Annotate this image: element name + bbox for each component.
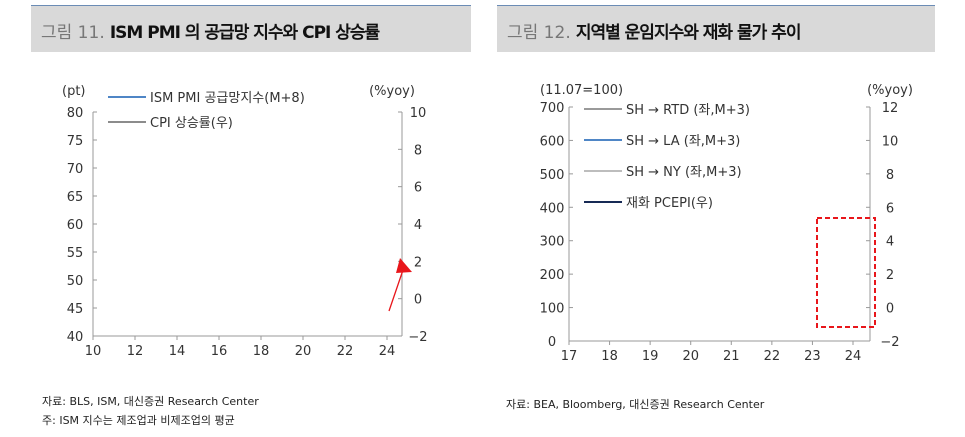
y-tick-label: 70: [67, 162, 84, 177]
y2-tick-label: 6: [414, 181, 422, 196]
y-tick-label: 100: [540, 302, 565, 317]
figure1-number: 그림 11.: [41, 23, 105, 43]
legend-label-3: SH → NY (좌,M+3): [626, 165, 742, 180]
y2-axis-label: (%yoy): [867, 83, 913, 98]
legend-label-2: CPI 상승률(우): [150, 116, 233, 131]
x-tick-label: 20: [682, 349, 699, 364]
y2-tick-label: 4: [414, 218, 422, 233]
figure2-title-banner: 그림 12. 지역별 운임지수와 재화 물가 추이: [497, 5, 935, 52]
y2-tick-label: 6: [886, 201, 894, 216]
legend-label-1: ISM PMI 공급망지수(M+8): [150, 91, 305, 106]
y-tick-label: 45: [67, 302, 84, 317]
legend-label-2: SH → LA (좌,M+3): [626, 134, 740, 149]
figure1-source: 자료: BLS, ISM, 대신증권 Research Center: [42, 395, 259, 408]
figure1-title-banner: 그림 11. ISM PMI 의 공급망 지수와 CPI 상승률: [31, 5, 471, 52]
y2-tick-label: 8: [886, 168, 894, 183]
y2-tick-label: 2: [886, 268, 894, 283]
y-axis-label: (pt): [62, 84, 86, 99]
y-tick-label: 600: [540, 134, 565, 149]
y-tick-label: 65: [67, 190, 84, 205]
y-tick-label: 700: [540, 101, 565, 116]
y2-tick-label: 10: [882, 134, 899, 149]
y-tick-label: 50: [67, 274, 84, 289]
y2-axis-label: (%yoy): [369, 84, 415, 99]
y2-tick-label: 4: [886, 235, 894, 250]
y-tick-label: 400: [540, 201, 565, 216]
trend-arrow-head: [396, 258, 412, 273]
y2-tick-label: −2: [408, 330, 427, 345]
x-tick-label: 22: [337, 344, 354, 359]
y2-tick-label: 0: [886, 302, 894, 317]
y2-tick-label: −2: [880, 335, 899, 350]
y-tick-label: 0: [548, 335, 556, 350]
legend-label-1: SH → RTD (좌,M+3): [626, 103, 750, 118]
x-tick-label: 19: [642, 349, 659, 364]
x-tick-label: 16: [211, 344, 228, 359]
figure2-source: 자료: BEA, Bloomberg, 대신증권 Research Center: [506, 398, 765, 411]
x-tick-label: 20: [295, 344, 312, 359]
y-tick-label: 60: [67, 218, 84, 233]
x-tick-label: 21: [723, 349, 740, 364]
x-tick-label: 23: [804, 349, 821, 364]
figure1-note: 주: ISM 지수는 제조업과 비제조업의 평균: [42, 414, 235, 427]
x-tick-label: 18: [253, 344, 270, 359]
x-tick-label: 24: [379, 344, 396, 359]
y-tick-label: 80: [67, 106, 84, 121]
y-tick-label: 55: [67, 246, 84, 261]
x-tick-label: 18: [601, 349, 618, 364]
x-tick-label: 12: [127, 344, 144, 359]
figure2-number: 그림 12.: [507, 23, 571, 43]
y-tick-label: 200: [540, 268, 565, 283]
legend-label-4: 재화 PCEPI(우): [626, 196, 713, 211]
y-axis-label: (11.07=100): [540, 83, 623, 98]
figure2-title: 지역별 운임지수와 재화 물가 추이: [575, 23, 802, 43]
y-tick-label: 40: [67, 330, 84, 345]
x-tick-label: 22: [764, 349, 781, 364]
x-tick-label: 14: [169, 344, 186, 359]
y2-tick-label: 0: [414, 293, 422, 308]
y-tick-label: 75: [67, 134, 84, 149]
figure1-title: ISM PMI 의 공급망 지수와 CPI 상승률: [109, 23, 380, 43]
y2-tick-label: 12: [882, 101, 899, 116]
x-tick-label: 24: [845, 349, 862, 364]
highlight-box: [816, 217, 876, 328]
y2-tick-label: 10: [410, 106, 427, 121]
y-tick-label: 500: [540, 168, 565, 183]
y2-tick-label: 2: [414, 255, 422, 270]
x-tick-label: 17: [561, 349, 578, 364]
y-tick-label: 300: [540, 235, 565, 250]
y2-tick-label: 8: [414, 143, 422, 158]
x-tick-label: 10: [85, 344, 102, 359]
trend-arrow-shaft: [388, 269, 404, 312]
